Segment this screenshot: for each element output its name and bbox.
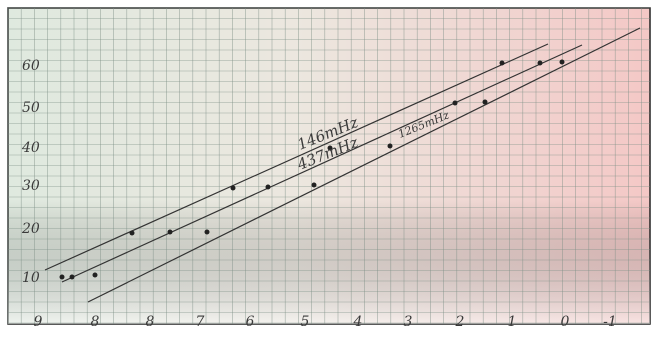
y-label: 60 (22, 58, 40, 74)
point (231, 186, 236, 191)
x-label: 2 (455, 314, 465, 330)
point (266, 185, 271, 190)
x-label: 8 (91, 314, 100, 330)
point (205, 230, 210, 235)
point (168, 230, 173, 235)
point (70, 275, 75, 280)
point (312, 183, 317, 188)
x-label: 6 (246, 314, 255, 330)
point (500, 61, 505, 66)
point (130, 231, 135, 236)
x-label: 7 (196, 314, 205, 330)
graph-paper-photo: 60504030201098876543210-1146mHz437mHz126… (0, 0, 658, 342)
x-label: 9 (34, 314, 43, 330)
point (538, 61, 543, 66)
photo: 60504030201098876543210-1146mHz437mHz126… (0, 0, 658, 342)
x-label: 3 (404, 314, 413, 330)
point (483, 100, 488, 105)
lighting (8, 200, 650, 324)
x-label: 1 (508, 314, 517, 330)
x-label: -1 (603, 314, 617, 330)
point (560, 60, 565, 65)
y-label: 30 (22, 178, 40, 194)
point (453, 101, 458, 106)
point (93, 273, 98, 278)
y-label: 10 (22, 270, 40, 286)
x-label: 8 (146, 314, 155, 330)
y-label: 40 (21, 140, 40, 156)
x-label: 0 (561, 314, 570, 330)
point (60, 275, 65, 280)
x-label: 5 (301, 314, 310, 330)
x-label: 4 (353, 314, 363, 330)
y-label: 20 (21, 221, 40, 237)
y-label: 50 (22, 100, 40, 116)
point (388, 144, 393, 149)
